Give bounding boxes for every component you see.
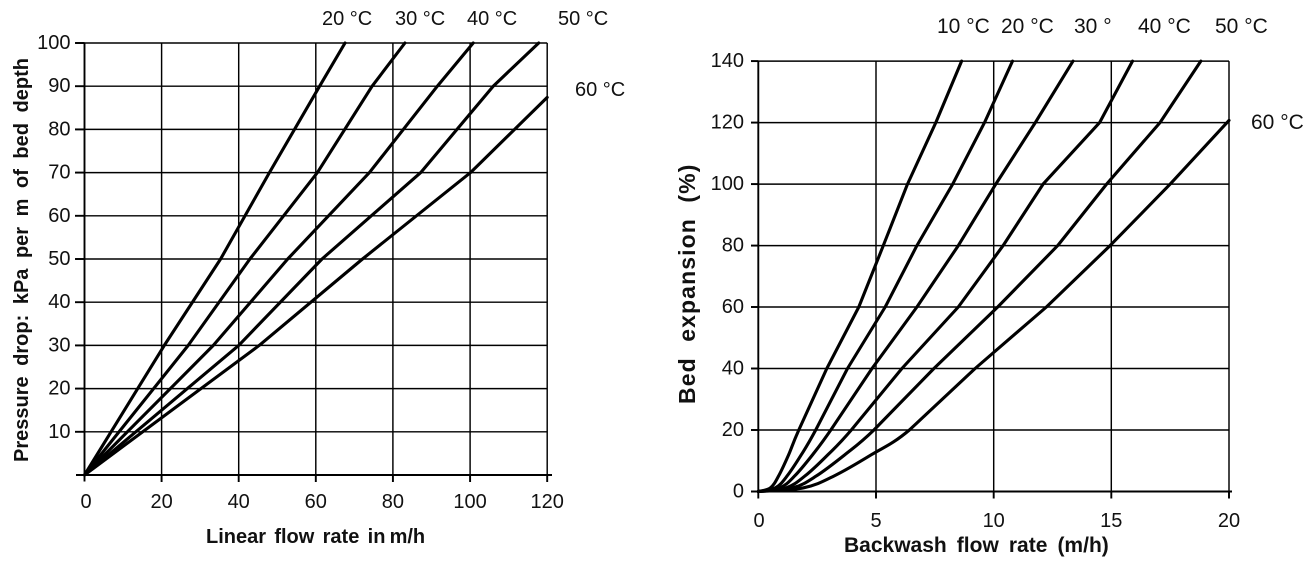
- svg-text:40: 40: [722, 358, 744, 380]
- svg-text:140: 140: [711, 50, 744, 72]
- svg-text:50 °C: 50 °C: [1215, 15, 1268, 38]
- svg-text:30 °C: 30 °C: [395, 8, 445, 30]
- svg-text:20: 20: [722, 419, 744, 441]
- svg-text:20: 20: [48, 378, 70, 400]
- svg-text:50 °C: 50 °C: [558, 8, 608, 30]
- svg-text:40: 40: [228, 491, 250, 513]
- svg-text:Backwash flow rate (m/h): Backwash flow rate (m/h): [844, 534, 1109, 557]
- svg-text:60: 60: [722, 296, 744, 318]
- svg-text:0: 0: [753, 510, 764, 532]
- svg-text:10 °C: 10 °C: [937, 15, 990, 38]
- svg-text:60: 60: [48, 205, 70, 227]
- svg-text:50: 50: [48, 248, 70, 270]
- svg-text:100: 100: [37, 32, 70, 54]
- svg-text:100: 100: [711, 173, 744, 195]
- svg-text:70: 70: [48, 162, 70, 184]
- svg-text:60: 60: [305, 491, 327, 513]
- svg-text:30 °: 30 °: [1074, 15, 1112, 38]
- svg-text:60 °C: 60 °C: [575, 79, 625, 101]
- svg-text:Pressure drop: kPa per m of be: Pressure drop: kPa per m of bed depth: [11, 58, 33, 462]
- svg-text:10: 10: [983, 510, 1005, 532]
- svg-text:5: 5: [870, 510, 881, 532]
- svg-text:20 °C: 20 °C: [1001, 15, 1054, 38]
- svg-text:100: 100: [453, 491, 486, 513]
- svg-text:20: 20: [1218, 510, 1240, 532]
- svg-text:20: 20: [150, 491, 172, 513]
- svg-text:120: 120: [711, 112, 744, 134]
- svg-text:90: 90: [48, 75, 70, 97]
- svg-text:40 °C: 40 °C: [1138, 15, 1191, 38]
- svg-text:Linear flow rate in m/h: Linear flow rate in m/h: [206, 526, 425, 548]
- svg-text:80: 80: [382, 491, 404, 513]
- svg-text:15: 15: [1100, 510, 1122, 532]
- svg-text:120: 120: [531, 491, 564, 513]
- svg-text:30: 30: [48, 334, 70, 356]
- svg-text:40: 40: [48, 291, 70, 313]
- svg-text:80: 80: [722, 235, 744, 257]
- svg-text:Bed expansion (%): Bed expansion (%): [674, 164, 700, 404]
- svg-text:80: 80: [48, 118, 70, 140]
- svg-text:60 °C: 60 °C: [1251, 111, 1304, 134]
- svg-text:10: 10: [48, 421, 70, 443]
- svg-text:40 °C: 40 °C: [467, 8, 517, 30]
- svg-text:20 °C: 20 °C: [322, 8, 372, 30]
- svg-text:0: 0: [733, 481, 744, 503]
- svg-text:0: 0: [80, 491, 91, 513]
